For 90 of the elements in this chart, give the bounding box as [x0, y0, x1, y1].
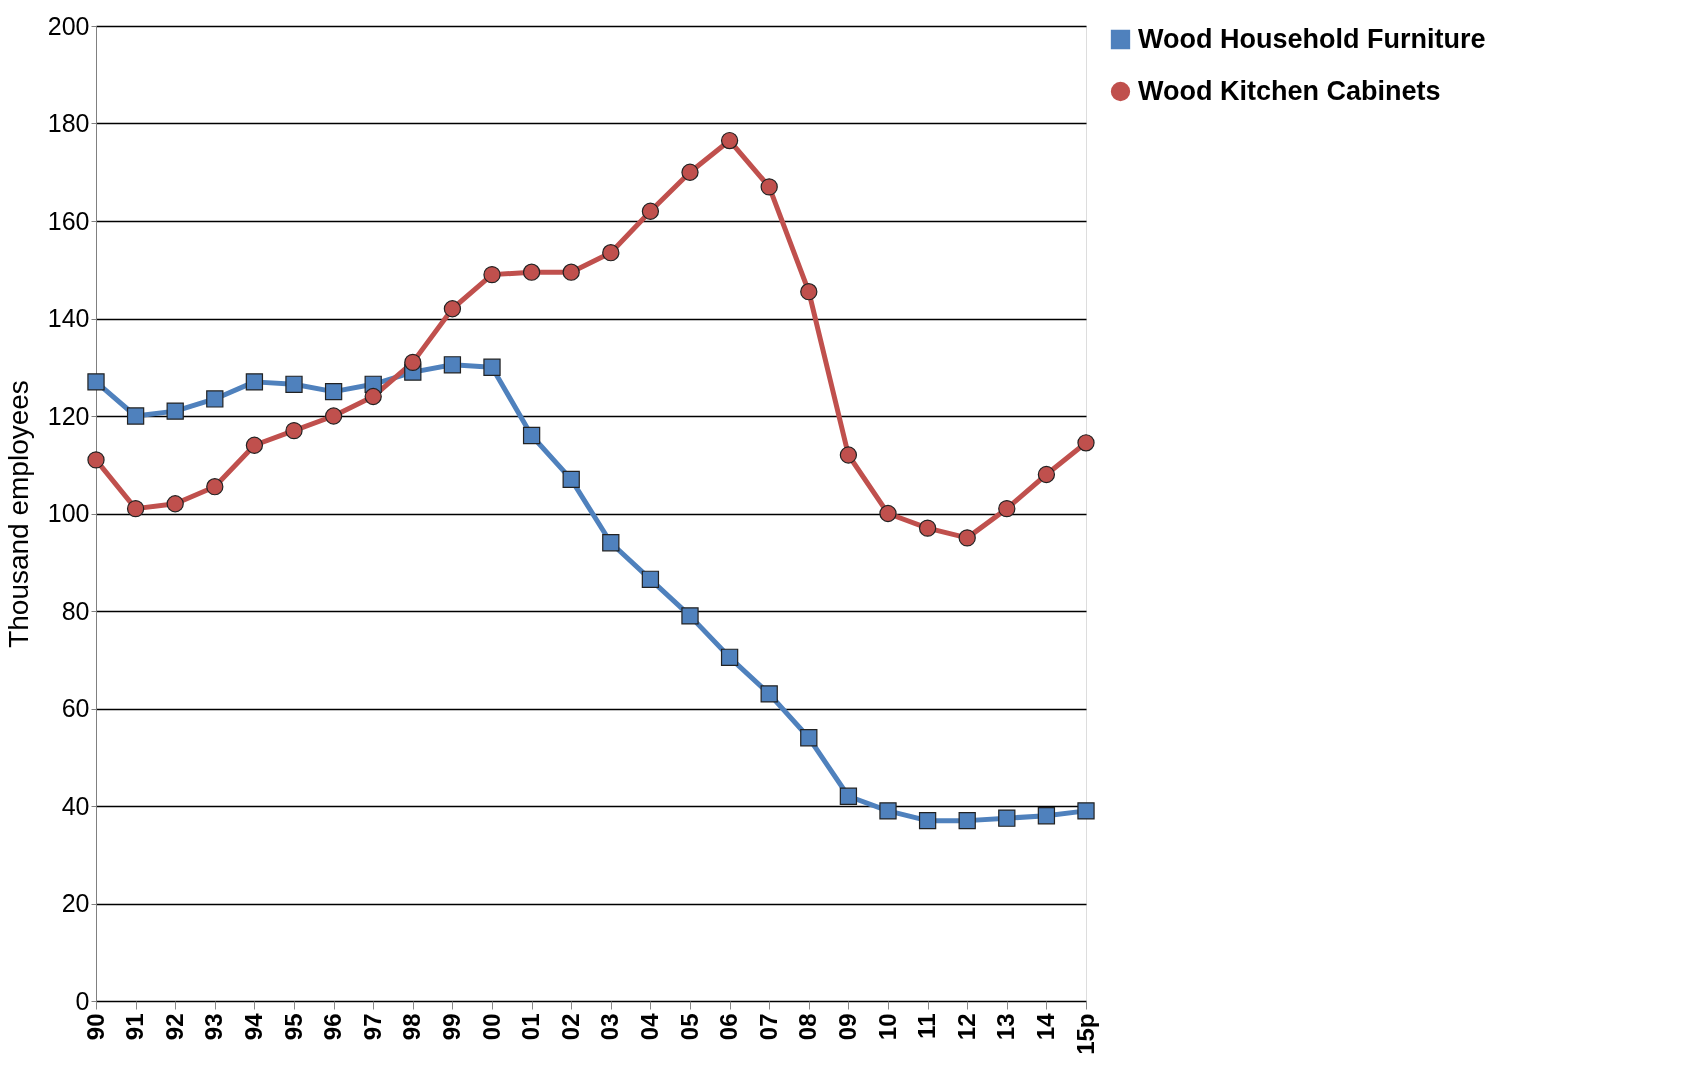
y-tick-label: 120: [47, 401, 90, 430]
y-tick-label: 140: [47, 304, 90, 332]
point: [998, 499, 1016, 518]
point: [918, 519, 937, 537]
point: [720, 131, 739, 150]
point: [166, 495, 184, 513]
point: [760, 178, 778, 196]
point: [364, 387, 382, 406]
point: [879, 802, 897, 820]
point: [522, 263, 541, 281]
point: [483, 358, 501, 376]
x-tick-label: 90: [81, 1013, 109, 1041]
point: [245, 373, 264, 391]
x-tick-label: 03: [596, 1013, 624, 1041]
x-tick-label: 01: [517, 1013, 545, 1041]
point: [800, 283, 818, 301]
point: [87, 373, 105, 391]
x-tick-label: 15p: [1071, 1013, 1099, 1055]
point: [839, 787, 858, 805]
x-tick-label: 97: [358, 1013, 386, 1041]
point: [681, 163, 699, 181]
point: [324, 382, 343, 401]
x-tick-label: 04: [635, 1012, 663, 1041]
x-tick-label: 05: [675, 1013, 703, 1041]
x-tick-label: 11: [913, 1013, 941, 1039]
x-tick-label: 96: [319, 1013, 347, 1041]
point: [760, 685, 778, 703]
point: [998, 809, 1016, 827]
y-tick-label: 60: [61, 694, 90, 722]
x-tick-label: 07: [754, 1013, 782, 1041]
point: [443, 356, 462, 374]
y-tick-label: 160: [47, 206, 90, 235]
y-axis-title: Thousand employees: [2, 380, 34, 648]
x-tick-label: 10: [873, 1013, 901, 1041]
y-tick-label: 180: [47, 109, 90, 137]
x-tick-label: 00: [477, 1013, 505, 1041]
point: [206, 478, 224, 496]
point: [285, 375, 303, 393]
x-tick-label: 95: [279, 1013, 307, 1041]
y-tick-label: 0: [75, 986, 90, 1015]
point: [800, 729, 818, 747]
x-tick-label: 02: [556, 1013, 584, 1041]
x-tick-label: 09: [833, 1013, 861, 1041]
x-tick-label: 06: [715, 1013, 743, 1041]
y-tick-label: 80: [61, 596, 90, 625]
point: [602, 244, 620, 262]
x-tick-label: 92: [160, 1013, 188, 1041]
point: [245, 436, 264, 454]
point: [285, 421, 303, 440]
point: [126, 407, 145, 425]
point: [522, 426, 541, 445]
point: [562, 263, 580, 281]
x-tick-label: 98: [398, 1013, 426, 1041]
point: [206, 390, 224, 408]
x-tick-label: 12: [952, 1013, 980, 1041]
y-tick-label: 200: [47, 11, 90, 40]
point: [641, 202, 660, 220]
point: [641, 570, 660, 588]
x-tick-label: 93: [200, 1013, 228, 1041]
point: [879, 504, 897, 523]
point: [1037, 465, 1056, 484]
x-tick-label: 94: [239, 1012, 267, 1041]
legend-label: Wood Kitchen Cabinets: [1138, 75, 1441, 106]
point: [720, 648, 739, 666]
point: [483, 265, 501, 284]
point: [918, 811, 937, 830]
legend-label: Wood Household Furniture: [1138, 23, 1486, 54]
point: [839, 446, 858, 464]
point: [443, 300, 462, 318]
point: [958, 529, 976, 547]
point: [1037, 807, 1056, 825]
point: [1077, 802, 1095, 820]
point: [166, 402, 184, 420]
point: [87, 451, 105, 469]
x-tick-label: 14: [1031, 1012, 1059, 1041]
x-tick-label: 91: [121, 1013, 149, 1041]
x-tick-label: 99: [437, 1013, 465, 1041]
y-tick-label: 100: [47, 499, 90, 527]
point: [958, 811, 976, 830]
point: [681, 607, 699, 625]
x-tick-label: 08: [794, 1013, 822, 1041]
point: [562, 470, 580, 489]
point: [602, 534, 620, 552]
y-tick-label: 40: [61, 791, 90, 820]
point: [404, 353, 422, 372]
point: [126, 499, 145, 518]
y-tick-label: 20: [61, 889, 90, 917]
point: [1077, 434, 1095, 452]
x-tick-label: 13: [992, 1013, 1020, 1041]
point: [324, 407, 343, 425]
